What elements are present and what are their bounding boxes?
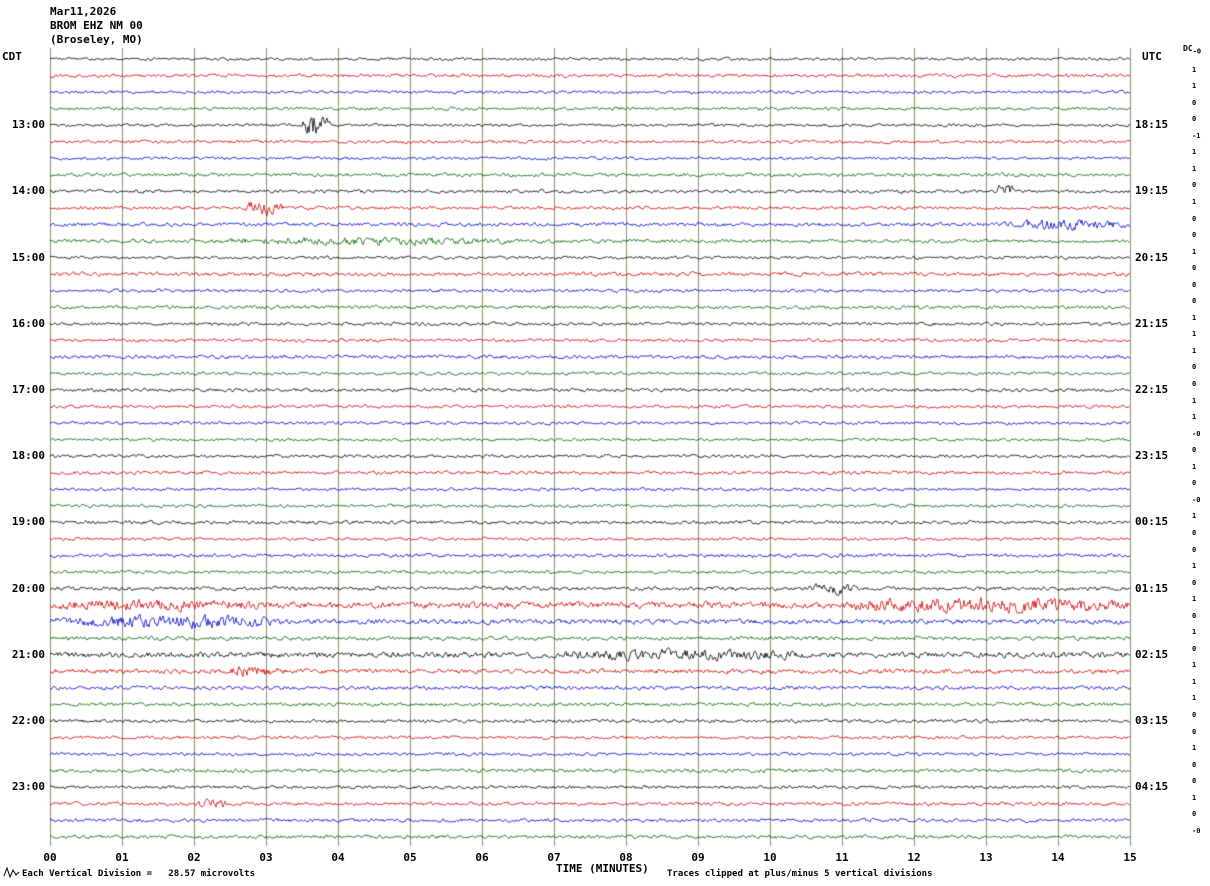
dc-offset-value: 0 [1192, 711, 1197, 719]
left-time-label: 21:00 [11, 647, 45, 661]
dc-offset-value: 0 [1192, 98, 1197, 107]
left-time-label: 19:00 [11, 515, 45, 529]
calibration-squiggle-icon [3, 866, 20, 879]
dc-offset-value: 0 [1192, 760, 1197, 769]
dc-offset-value: 1 [1192, 413, 1197, 422]
left-time-label: 22:00 [11, 714, 45, 727]
x-axis-title: TIME (MINUTES) [556, 862, 649, 875]
left-timezone-label: CDT [2, 50, 22, 63]
dc-offset-value: 0 [1192, 446, 1197, 455]
dc-offset-value: 0 [1192, 777, 1197, 786]
x-axis-tick-label: 15 [1123, 851, 1137, 864]
x-axis-tick-label: 12 [907, 851, 921, 864]
dc-offset-value: 1 [1192, 65, 1197, 74]
right-time-label: 04:15 [1135, 780, 1169, 794]
x-axis-tick-label: 02 [187, 851, 201, 864]
x-axis-tick-label: 04 [331, 851, 345, 864]
left-time-label: 13:00 [11, 118, 45, 132]
dc-label: DC [1183, 44, 1193, 53]
dc-offset-value: 0 [1192, 528, 1197, 537]
dc-offset-value: 0 [1192, 280, 1197, 289]
x-axis-tick-label: 07 [547, 851, 561, 864]
dc-offset-value: 1 [1192, 82, 1197, 91]
dc-offset-value: 1 [1192, 247, 1197, 256]
x-axis-tick-label: 05 [403, 851, 417, 864]
dc-offset-value: 1 [1192, 628, 1197, 637]
dc-offset-value: -0 [1192, 429, 1201, 438]
dc-offset-value: 0 [1192, 297, 1197, 306]
left-time-label: 15:00 [11, 250, 45, 264]
x-axis-tick-label: 00 [43, 851, 57, 864]
dc-offset-value: 0 [1192, 363, 1197, 372]
dc-offset-value: 1 [1192, 148, 1197, 157]
dc-offset-header: DC-0 [1183, 44, 1201, 56]
dc-offset-value: 0 [1192, 264, 1197, 273]
right-time-label: 23:15 [1135, 449, 1169, 463]
dc-offset-value: 1 [1192, 562, 1197, 571]
location-label: (Broseley, MO) [50, 33, 143, 46]
dc-offset-value: 1 [1192, 462, 1197, 471]
right-time-label: 02:15 [1135, 647, 1169, 661]
right-time-label: 20:15 [1135, 250, 1169, 264]
dc-offset-value: 1 [1192, 512, 1197, 521]
left-time-label: 14:00 [11, 184, 45, 198]
dc-offset-value: 0 [1192, 810, 1197, 819]
dc-offset-value: 1 [1192, 396, 1197, 405]
dc-offset-value: 1 [1192, 677, 1197, 686]
dc-offset-value: -0 [1192, 826, 1201, 835]
dc-offset-value: 0 [1192, 115, 1197, 124]
dc-offset-value: 1 [1192, 661, 1197, 670]
scale-note: Each Vertical Division = 28.57 microvolt… [22, 869, 255, 879]
station-label: BROM EHZ NM 00 [50, 19, 143, 32]
left-time-label: 20:00 [11, 581, 45, 595]
right-time-label: 03:15 [1135, 714, 1169, 727]
dc-offset-value: 0 [1192, 380, 1197, 388]
dc-offset-value: 0 [1192, 181, 1197, 190]
left-time-label: 17:00 [11, 383, 45, 396]
x-axis-tick-label: 13 [979, 851, 993, 864]
dc-offset-value: 1 [1192, 694, 1197, 703]
left-time-label: 23:00 [11, 780, 45, 794]
dc-offset-value: 1 [1192, 346, 1197, 355]
x-axis-tick-label: 03 [259, 851, 273, 864]
left-time-label: 16:00 [11, 316, 45, 330]
dc-offset-value: 0 [1192, 611, 1197, 620]
dc-first-value: -0 [1192, 47, 1202, 56]
left-time-label: 18:00 [11, 449, 45, 463]
x-axis-tick-label: 11 [835, 851, 849, 864]
right-time-label: 19:15 [1135, 184, 1169, 198]
dc-offset-value: 1 [1192, 197, 1197, 206]
x-axis-tick-label: 06 [475, 851, 489, 864]
clip-note: Traces clipped at plus/minus 5 vertical … [667, 869, 933, 879]
right-time-label: 21:15 [1135, 316, 1169, 330]
dc-offset-value: 1 [1192, 793, 1197, 802]
dc-offset-value: 1 [1192, 164, 1197, 173]
dc-offset-value: 0 [1192, 479, 1197, 488]
right-time-label: 01:15 [1135, 581, 1169, 595]
dc-offset-value: 1 [1192, 744, 1197, 753]
dc-offset-value: 0 [1192, 214, 1197, 223]
dc-offset-value: -1 [1192, 131, 1201, 140]
right-time-label: 18:15 [1135, 118, 1169, 132]
dc-offset-value: 0 [1192, 578, 1197, 587]
right-time-label: 22:15 [1135, 383, 1169, 396]
dc-offset-value: 0 [1192, 727, 1197, 736]
x-axis-tick-label: 14 [1051, 851, 1065, 864]
dc-offset-value: 0 [1192, 545, 1197, 554]
dc-offset-value: 0 [1192, 231, 1197, 240]
dc-offset-value: 1 [1192, 330, 1197, 339]
x-axis-tick-label: 10 [763, 851, 777, 864]
dc-offset-value: 1 [1192, 595, 1197, 604]
dc-offset-value: -0 [1192, 495, 1201, 504]
dc-offset-value: 0 [1192, 644, 1197, 653]
x-axis-tick-label: 08 [619, 851, 633, 864]
date-label: Mar11,2026 [50, 5, 117, 18]
right-timezone-label: UTC [1142, 50, 1162, 63]
x-axis-tick-label: 01 [115, 851, 129, 864]
right-time-label: 00:15 [1135, 515, 1169, 529]
x-axis-tick-label: 09 [691, 851, 705, 864]
dc-offset-value: 1 [1192, 313, 1197, 322]
